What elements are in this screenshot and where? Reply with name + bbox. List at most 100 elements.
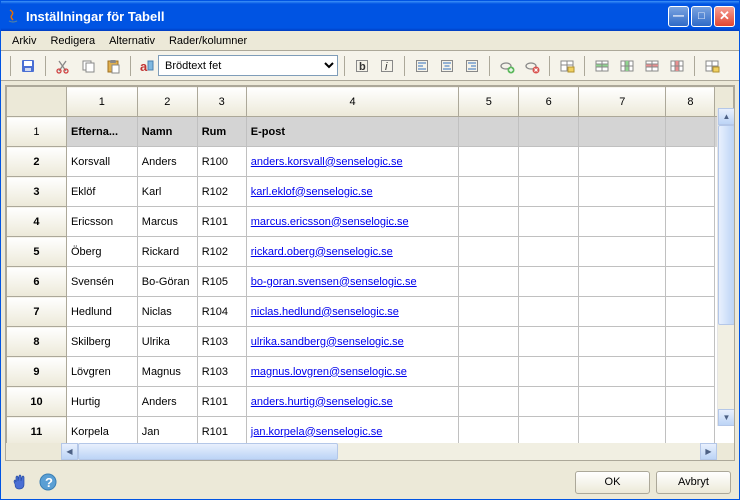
cell[interactable]: Ulrika [137,327,197,357]
header-cell[interactable]: Efterna... [66,117,137,147]
cell[interactable] [519,237,579,267]
cell[interactable] [579,297,666,327]
row-header[interactable]: 8 [7,327,67,357]
col-header-8[interactable]: 8 [666,87,715,117]
row-header[interactable]: 6 [7,267,67,297]
row-header[interactable]: 3 [7,177,67,207]
cell[interactable]: Korsvall [66,147,137,177]
cell[interactable] [519,417,579,444]
row-header[interactable]: 4 [7,207,67,237]
cell[interactable] [519,327,579,357]
copy-icon[interactable] [77,55,99,77]
email-link[interactable]: karl.eklof@senselogic.se [251,186,373,198]
align-center-icon[interactable] [436,55,458,77]
cell[interactable] [579,237,666,267]
cell[interactable]: R101 [197,387,246,417]
cell[interactable]: R100 [197,147,246,177]
cell[interactable]: karl.eklof@senselogic.se [246,177,459,207]
cell[interactable] [459,177,519,207]
email-link[interactable]: anders.korsvall@senselogic.se [251,156,403,168]
header-cell[interactable]: E-post [246,117,459,147]
cell[interactable]: R102 [197,237,246,267]
menu-alternativ[interactable]: Alternativ [102,33,162,49]
style-select[interactable]: Brödtext fet [158,55,338,76]
paste-icon[interactable] [102,55,124,77]
delete-row-icon[interactable] [641,55,663,77]
cell[interactable] [519,267,579,297]
cell[interactable]: R103 [197,327,246,357]
email-link[interactable]: marcus.ericsson@senselogic.se [251,216,409,228]
cell[interactable]: niclas.hedlund@senselogic.se [246,297,459,327]
cell[interactable]: Hedlund [66,297,137,327]
email-link[interactable]: jan.korpela@senselogic.se [251,426,383,438]
cell[interactable]: Svensén [66,267,137,297]
cell[interactable] [579,357,666,387]
header-cell[interactable] [459,117,519,147]
help-icon[interactable]: ? [37,471,59,493]
maximize-button[interactable]: □ [691,6,712,27]
link-add-icon[interactable] [496,55,518,77]
cell[interactable]: marcus.ericsson@senselogic.se [246,207,459,237]
insert-col-icon[interactable] [616,55,638,77]
cell[interactable]: Hurtig [66,387,137,417]
cell[interactable] [519,147,579,177]
cell[interactable] [519,387,579,417]
cell[interactable]: jan.korpela@senselogic.se [246,417,459,444]
align-right-icon[interactable] [461,55,483,77]
vertical-scrollbar[interactable]: ▲ ▼ [717,108,734,426]
cell[interactable]: rickard.oberg@senselogic.se [246,237,459,267]
row-header[interactable]: 2 [7,147,67,177]
minimize-button[interactable]: — [668,6,689,27]
cell[interactable]: magnus.lovgren@senselogic.se [246,357,459,387]
align-left-icon[interactable] [411,55,433,77]
cell[interactable] [579,387,666,417]
cell[interactable] [579,177,666,207]
save-icon[interactable] [17,55,39,77]
hand-icon[interactable] [9,471,31,493]
row-header[interactable]: 11 [7,417,67,444]
cell[interactable] [519,357,579,387]
cell[interactable]: Anders [137,387,197,417]
row-header[interactable]: 9 [7,357,67,387]
bold-icon[interactable]: b [351,55,373,77]
cell[interactable]: Lövgren [66,357,137,387]
hscroll-thumb[interactable] [78,443,338,460]
cell[interactable]: Anders [137,147,197,177]
cell[interactable] [459,237,519,267]
cell[interactable] [666,237,715,267]
menu-rader-kolumner[interactable]: Rader/kolumner [162,33,254,49]
email-link[interactable]: bo-goran.svensen@senselogic.se [251,276,417,288]
horizontal-scrollbar[interactable]: ◀ ▶ [61,443,717,460]
col-header-6[interactable]: 6 [519,87,579,117]
cell[interactable] [519,177,579,207]
cell[interactable]: Skilberg [66,327,137,357]
cell[interactable]: Marcus [137,207,197,237]
close-button[interactable]: ✕ [714,6,735,27]
cell[interactable]: Bo-Göran [137,267,197,297]
header-cell[interactable] [666,117,715,147]
header-cell[interactable]: Namn [137,117,197,147]
cell[interactable]: Ericsson [66,207,137,237]
cell[interactable]: R101 [197,207,246,237]
cell[interactable]: Jan [137,417,197,444]
cell[interactable] [666,297,715,327]
email-link[interactable]: anders.hurtig@senselogic.se [251,396,393,408]
insert-row-icon[interactable] [591,55,613,77]
email-link[interactable]: rickard.oberg@senselogic.se [251,246,393,258]
cell[interactable] [579,147,666,177]
cell[interactable]: Niclas [137,297,197,327]
cell[interactable] [666,417,715,444]
cell[interactable]: Eklöf [66,177,137,207]
cell[interactable] [666,357,715,387]
cell[interactable] [666,327,715,357]
scroll-right-button[interactable]: ▶ [700,443,717,460]
menu-arkiv[interactable]: Arkiv [5,33,43,49]
col-header-3[interactable]: 3 [197,87,246,117]
cell[interactable] [459,387,519,417]
link-remove-icon[interactable] [521,55,543,77]
table-props-icon[interactable] [556,55,578,77]
row-header[interactable]: 5 [7,237,67,267]
cell[interactable]: Öberg [66,237,137,267]
row-header[interactable]: 1 [7,117,67,147]
scroll-down-button[interactable]: ▼ [718,409,734,426]
